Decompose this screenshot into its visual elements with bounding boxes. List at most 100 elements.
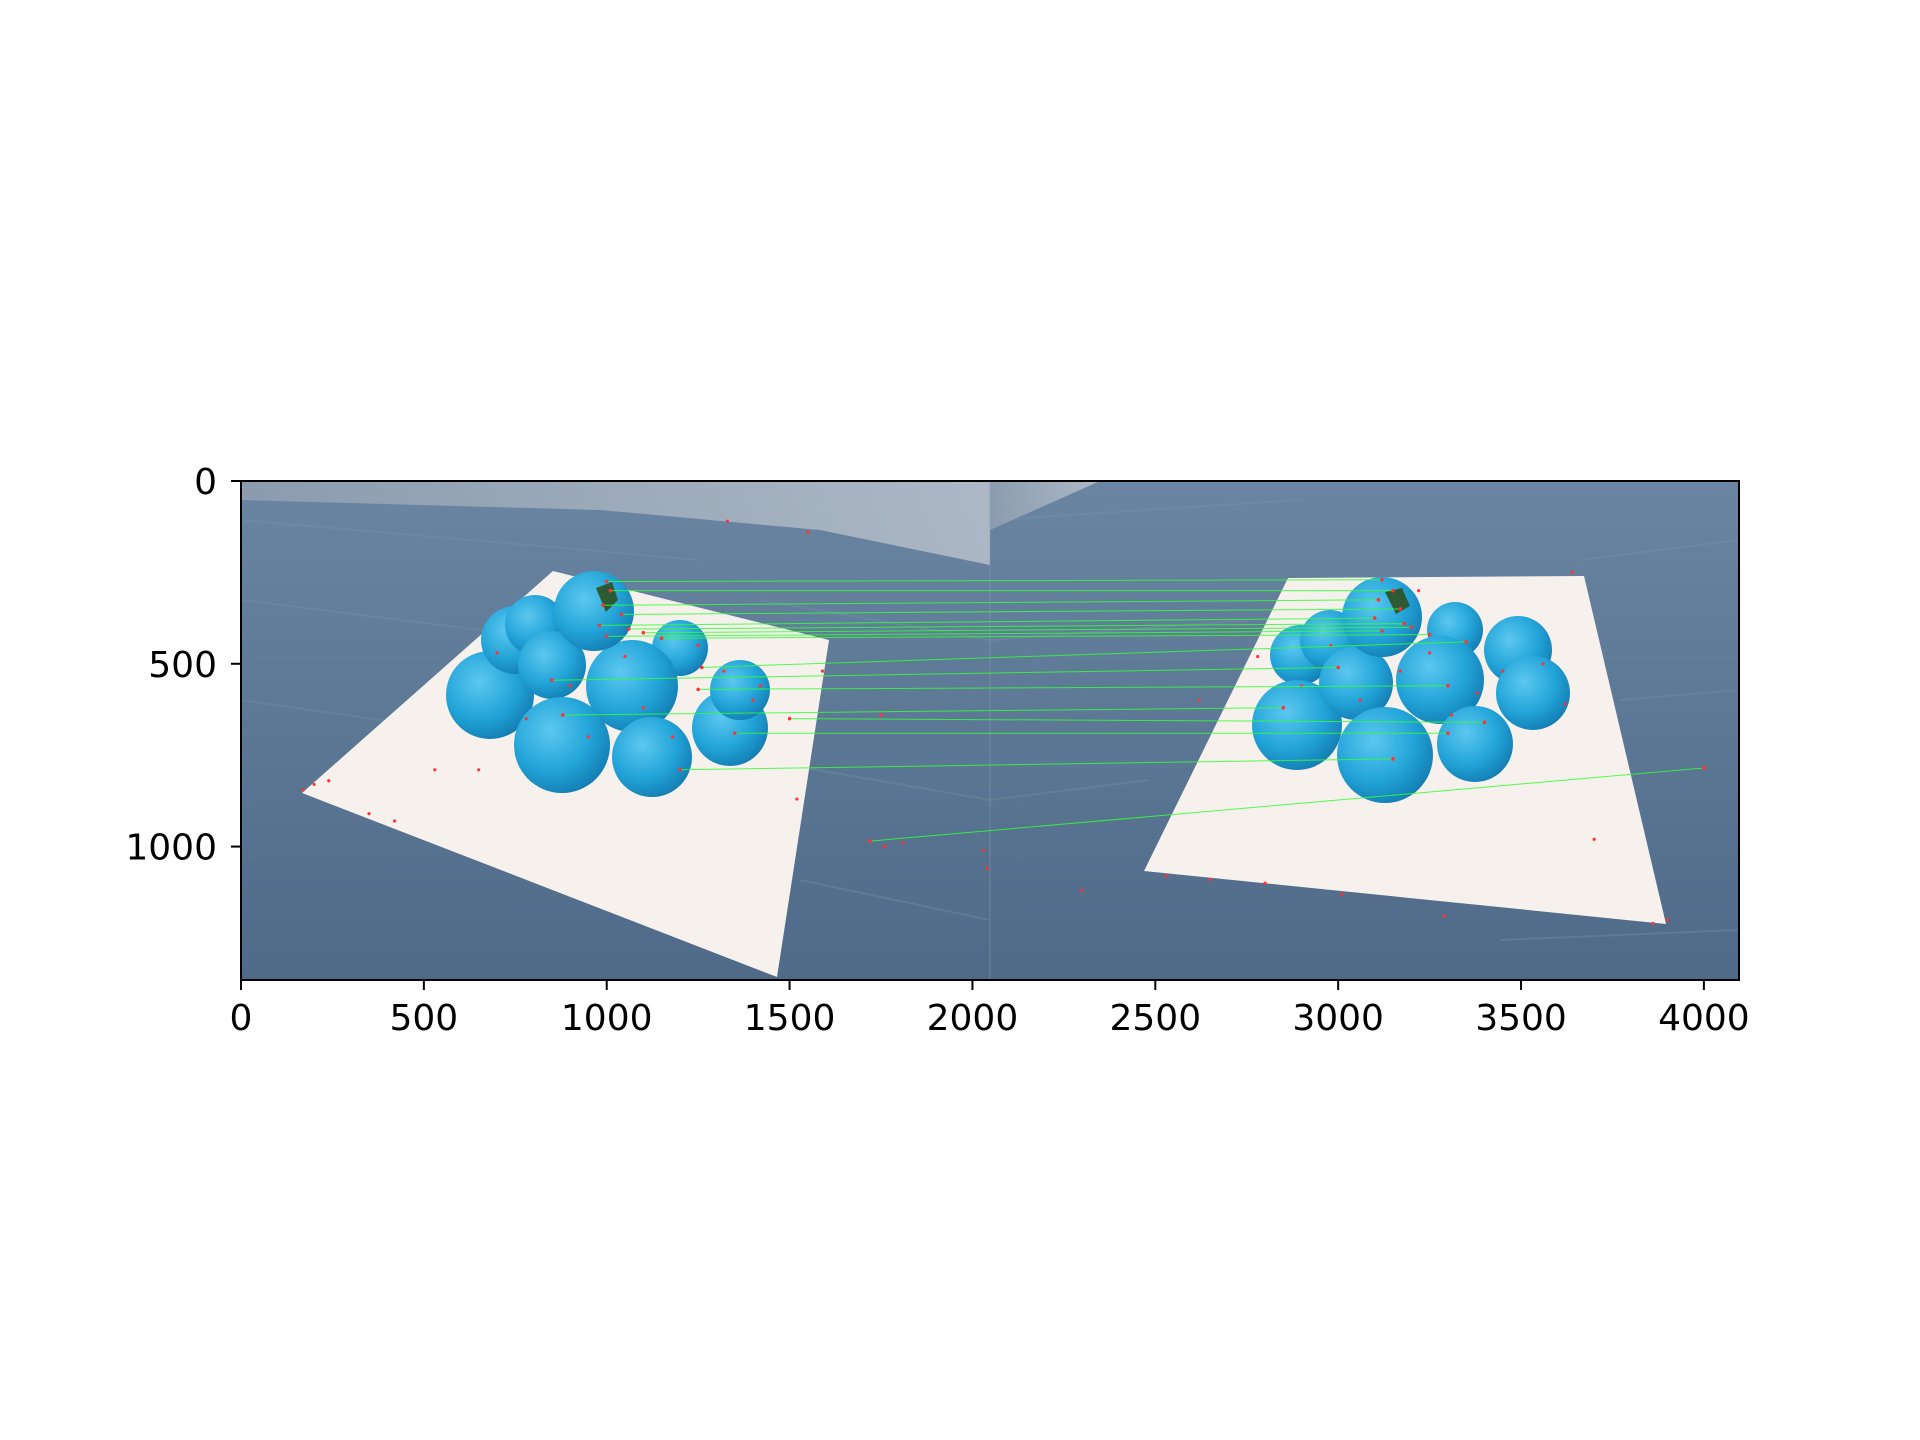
keypoint-30 bbox=[1256, 654, 1260, 659]
match-line-5 bbox=[628, 623, 1405, 630]
y-axis: 0 500 1000 bbox=[125, 462, 241, 869]
keypoint-26 bbox=[806, 530, 810, 534]
keypoint-14 bbox=[696, 643, 700, 648]
right-wall bbox=[990, 481, 1100, 530]
x-tick-label-2500: 2500 bbox=[1109, 998, 1201, 1039]
match-point-left-1 bbox=[608, 588, 613, 593]
left-image bbox=[241, 481, 990, 977]
match-point-right-0 bbox=[1380, 577, 1384, 582]
keypoint-6 bbox=[477, 768, 481, 772]
x-tick-label-500: 500 bbox=[390, 998, 459, 1039]
match-line-4 bbox=[599, 617, 1375, 626]
match-point-left-12 bbox=[561, 713, 565, 717]
keypoint-4 bbox=[393, 819, 397, 823]
image-panel bbox=[241, 481, 1739, 980]
match-point-right-9 bbox=[1464, 640, 1468, 644]
keypoint-16 bbox=[751, 698, 755, 702]
match-line-11 bbox=[698, 685, 1448, 690]
match-point-left-15 bbox=[678, 767, 682, 772]
right-image bbox=[990, 481, 1666, 924]
keypoint-19 bbox=[795, 797, 799, 801]
keypoint-35 bbox=[1427, 651, 1432, 655]
match-point-right-16 bbox=[1702, 766, 1706, 770]
x-tick-label-2000: 2000 bbox=[927, 998, 1019, 1039]
match-line-8 bbox=[661, 634, 1430, 639]
y-tick-label-500: 500 bbox=[148, 645, 217, 686]
left-fruit-pile bbox=[446, 571, 770, 797]
keypoint-40 bbox=[1563, 702, 1567, 706]
keypoint-28 bbox=[1208, 877, 1212, 882]
keypoint-44 bbox=[1665, 918, 1669, 922]
x-tick-label-1000: 1000 bbox=[561, 998, 653, 1039]
match-point-left-5 bbox=[626, 627, 631, 631]
match-line-9 bbox=[701, 641, 1467, 668]
match-point-left-16 bbox=[868, 839, 872, 843]
y-tick-label-0: 0 bbox=[194, 462, 217, 503]
match-point-left-2 bbox=[601, 603, 605, 608]
keypoint-23 bbox=[981, 848, 986, 852]
keypoint-0 bbox=[301, 788, 305, 792]
keypoint-41 bbox=[1570, 570, 1574, 574]
keypoint-15 bbox=[722, 669, 726, 673]
match-point-right-7 bbox=[1380, 629, 1384, 633]
x-tick-label-3000: 3000 bbox=[1292, 998, 1384, 1039]
match-point-left-9 bbox=[700, 665, 704, 670]
match-line-16 bbox=[869, 767, 1704, 842]
keypoint-13 bbox=[670, 735, 675, 739]
x-tick-label-4000: 4000 bbox=[1658, 998, 1750, 1039]
match-point-right-4 bbox=[1372, 616, 1377, 620]
keypoint-20 bbox=[879, 713, 883, 717]
keypoint-29 bbox=[1263, 881, 1267, 885]
match-point-right-2 bbox=[1376, 598, 1381, 602]
keypoint-39 bbox=[1541, 662, 1545, 666]
match-line-3 bbox=[621, 608, 1401, 615]
match-point-left-3 bbox=[619, 612, 624, 617]
keypoint-17 bbox=[758, 684, 762, 688]
keypoint-18 bbox=[820, 669, 825, 673]
match-point-right-8 bbox=[1427, 632, 1432, 637]
keypoint-7 bbox=[495, 651, 499, 655]
keypoint-34 bbox=[1398, 669, 1402, 673]
match-point-left-11 bbox=[696, 687, 700, 692]
match-line-6 bbox=[643, 626, 1412, 634]
keypoint-22 bbox=[901, 841, 905, 845]
match-point-right-12 bbox=[1281, 705, 1286, 710]
match-line-13 bbox=[789, 718, 1485, 723]
match-line-layer bbox=[550, 577, 1706, 843]
match-point-left-14 bbox=[732, 731, 737, 736]
x-tick-label-1500: 1500 bbox=[744, 998, 836, 1039]
match-line-12 bbox=[562, 707, 1284, 716]
keypoint-24 bbox=[985, 866, 989, 871]
match-point-left-7 bbox=[604, 634, 609, 639]
keypoint-10 bbox=[586, 735, 591, 739]
match-line-7 bbox=[606, 630, 1383, 637]
match-point-right-6 bbox=[1409, 625, 1414, 630]
keypoint-37 bbox=[1475, 691, 1479, 695]
keypoint-27 bbox=[1164, 874, 1168, 878]
keypoint-2 bbox=[327, 779, 331, 783]
match-line-2 bbox=[603, 599, 1379, 606]
keypoint-38 bbox=[1501, 669, 1505, 673]
match-point-left-6 bbox=[641, 630, 646, 635]
keypoint-49 bbox=[1080, 888, 1084, 893]
keypoint-45 bbox=[1442, 914, 1446, 918]
keypoint-47 bbox=[1197, 698, 1201, 702]
match-point-right-13 bbox=[1482, 720, 1487, 725]
match-point-left-4 bbox=[597, 623, 602, 628]
match-point-right-14 bbox=[1446, 731, 1450, 736]
axes-frame bbox=[240, 480, 1740, 981]
match-point-right-3 bbox=[1398, 607, 1403, 611]
keypoint-43 bbox=[1651, 921, 1655, 925]
x-tick-label-3500: 3500 bbox=[1475, 998, 1567, 1039]
x-tick-label-0: 0 bbox=[230, 998, 253, 1039]
keypoint-42 bbox=[1592, 837, 1596, 841]
x-axis: 0 500 1000 1500 2000 2500 3000 3500 4000 bbox=[230, 980, 1750, 1039]
keypoint-layer bbox=[301, 519, 1669, 925]
y-tick-label-1000: 1000 bbox=[125, 828, 217, 869]
keypoint-12 bbox=[641, 706, 645, 710]
match-point-left-0 bbox=[604, 579, 609, 584]
keypoint-33 bbox=[1358, 698, 1362, 702]
keypoint-8 bbox=[524, 717, 528, 721]
match-point-left-8 bbox=[659, 636, 664, 640]
